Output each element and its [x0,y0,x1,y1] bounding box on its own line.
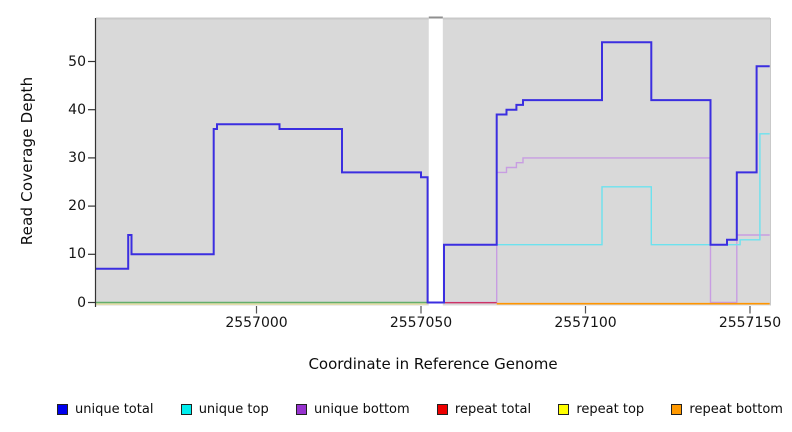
legend-swatch-icon [295,403,307,415]
legend-swatch-icon [180,403,192,415]
series-unique-total [95,41,770,304]
legend-label: repeat total [454,401,532,417]
legend-swatch-icon [671,403,683,415]
masked-gap-top-edge [428,16,443,19]
y-tick-label: 10 [68,246,86,263]
legend-item-unique-top: unique top [180,401,269,417]
legend-swatch-icon [436,403,448,415]
legend-label: unique top [198,401,269,417]
legend: unique total unique top unique bottom repea… [57,399,783,419]
series-unique-bottom [444,157,770,304]
legend-item-repeat-total: repeat total [436,401,532,417]
legend-label: repeat top [576,401,645,417]
y-tick-label: 50 [68,53,86,70]
x-tick-label: 2557150 [718,315,782,331]
legend-swatch-icon [57,403,68,415]
x-tick-label: 2557100 [554,315,617,331]
legend-item-repeat-bottom: repeat bottom [671,402,783,417]
legend-item-repeat-top: repeat top [558,402,644,417]
y-axis-title: Read Coverage Depth [18,76,36,246]
y-tick-label: 0 [77,294,86,311]
x-tick-label: 2557050 [389,315,453,331]
masked-gap-region [428,17,443,307]
y-tick-label: 20 [68,198,86,215]
legend-item-unique-total: unique total [57,402,153,417]
legend-label: unique bottom [313,401,410,417]
legend-label: repeat bottom [689,401,783,417]
x-tick-label: 2557000 [225,315,288,331]
y-tick-label: 40 [68,101,86,118]
legend-item-unique-bottom: unique bottom [295,401,410,417]
y-tick-label: 30 [68,149,86,166]
legend-swatch-icon [558,403,570,415]
legend-label: unique total [75,401,154,417]
x-axis-title: Coordinate in Reference Genome [308,355,558,373]
series-unique-top [444,133,770,246]
plot-panel-right-edge [770,18,771,306]
